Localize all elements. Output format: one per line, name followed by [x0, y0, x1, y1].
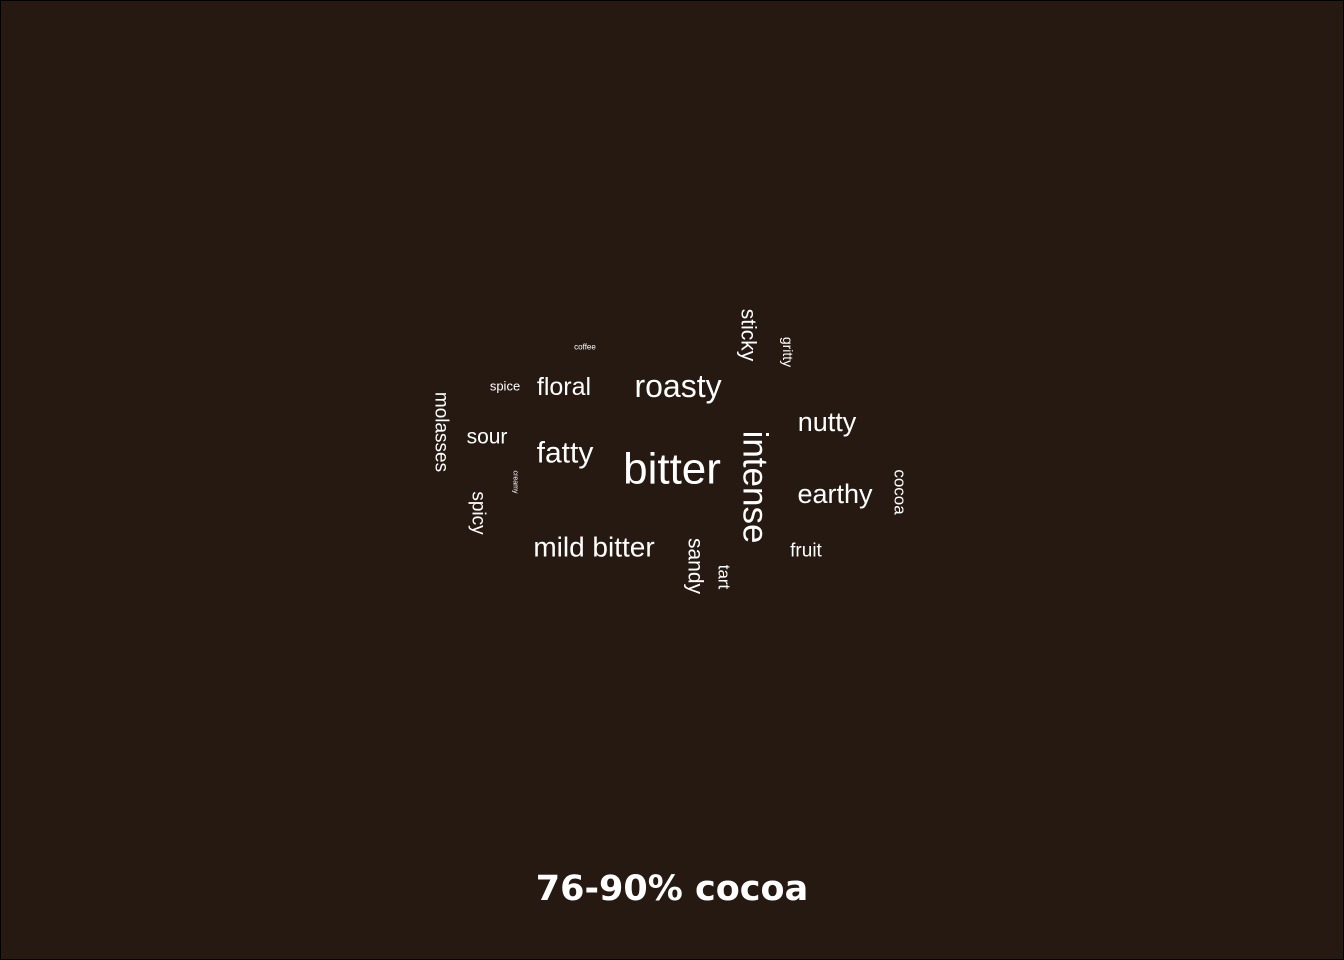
word-gritty: gritty [780, 337, 796, 367]
word-sticky: sticky [737, 309, 760, 362]
word-cocoa: cocoa [891, 469, 910, 515]
word-tart: tart [715, 565, 734, 590]
word-molasses: molasses [431, 392, 452, 472]
word-roasty: roasty [634, 368, 721, 404]
word-intense: intense [736, 431, 775, 544]
word-floral: floral [537, 373, 591, 401]
word-bitter: bitter [623, 445, 721, 494]
word-mild-bitter: mild bitter [533, 532, 654, 563]
word-fatty: fatty [537, 437, 594, 470]
word-sour: sour [467, 426, 508, 449]
word-nutty: nutty [798, 407, 857, 437]
word-spice: spice [490, 379, 520, 394]
word-coffee: coffee [574, 343, 596, 352]
chart-caption: 76-90% cocoa [535, 869, 809, 909]
word-sandy: sandy [684, 538, 707, 595]
word-spicy: spicy [468, 491, 489, 535]
word-fruit: fruit [790, 541, 822, 562]
word-creamy: creamy [512, 471, 519, 494]
word-earthy: earthy [797, 479, 873, 509]
